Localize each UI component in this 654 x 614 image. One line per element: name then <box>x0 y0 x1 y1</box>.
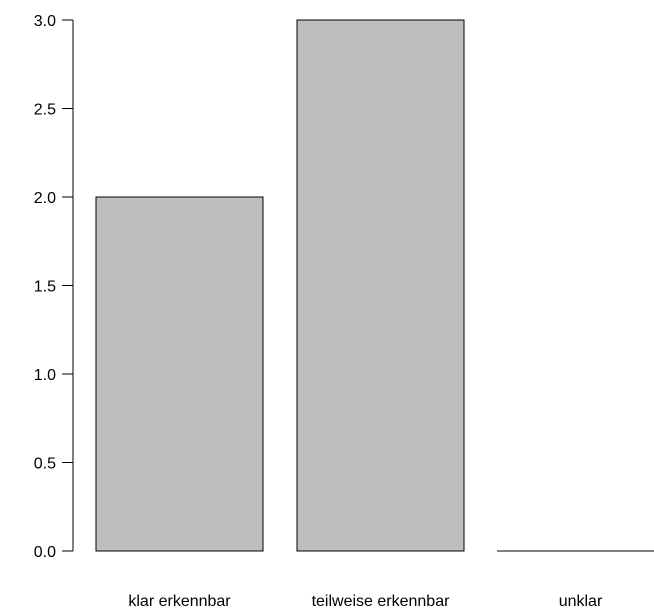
y-tick-label: 0.5 <box>34 456 56 473</box>
x-tick-label: klar erkennbar <box>128 593 231 609</box>
y-tick-label: 3.0 <box>34 13 56 30</box>
x-tick-label: unklar <box>559 593 603 609</box>
y-tick-label: 0.0 <box>34 544 56 561</box>
x-tick-label: teilweise erkennbar <box>312 593 451 609</box>
y-tick-label: 1.0 <box>34 367 56 384</box>
bars <box>95 19 654 552</box>
y-axis: 0.0 0.5 1.0 1.5 2.0 2.5 3.0 <box>34 13 74 561</box>
y-tick-label: 2.0 <box>34 190 56 207</box>
y-tick-label: 1.5 <box>34 279 56 296</box>
y-tick-label: 2.5 <box>34 102 56 119</box>
bar-2 <box>296 19 465 552</box>
x-axis-labels: klar erkennbar teilweise erkennbar unklar <box>128 593 603 610</box>
bar-1 <box>95 196 264 552</box>
